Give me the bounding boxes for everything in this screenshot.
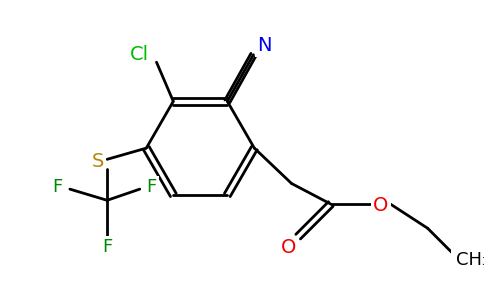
Text: F: F [147,178,157,196]
Text: F: F [102,238,112,256]
Text: O: O [281,238,297,257]
Text: CH₃: CH₃ [456,251,484,269]
Text: F: F [53,178,63,196]
Text: S: S [91,152,104,171]
Text: N: N [257,36,272,55]
Text: Cl: Cl [130,45,150,64]
Text: O: O [373,196,389,215]
